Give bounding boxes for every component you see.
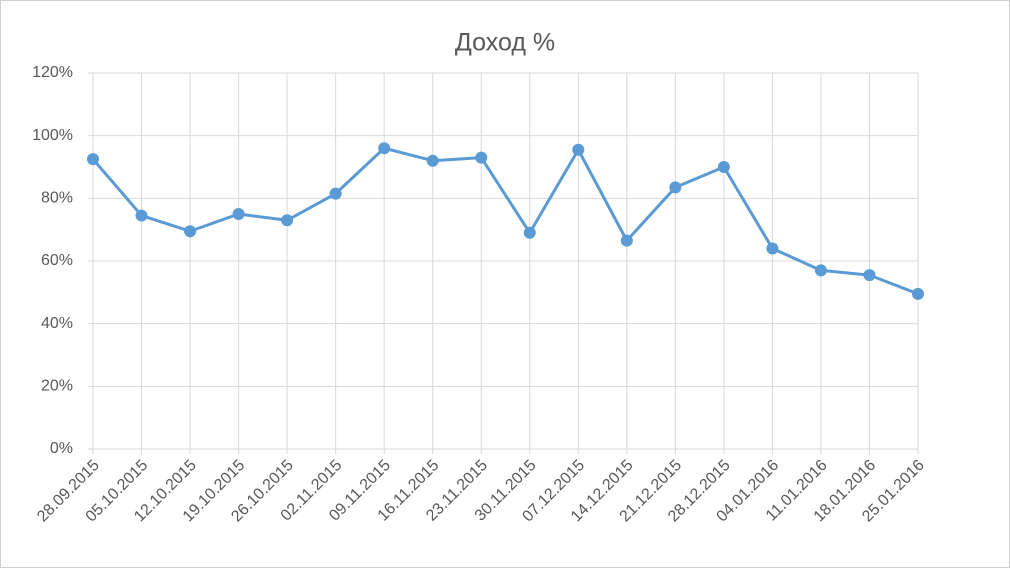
point bbox=[475, 151, 488, 164]
point bbox=[135, 209, 148, 222]
y-tick-label: 80% bbox=[41, 190, 73, 207]
point bbox=[912, 287, 924, 300]
point bbox=[232, 208, 245, 220]
point bbox=[378, 142, 391, 155]
line bbox=[91, 146, 919, 296]
point bbox=[766, 242, 779, 255]
point bbox=[620, 234, 633, 247]
point bbox=[184, 225, 197, 238]
y-tick-label: 20% bbox=[41, 378, 73, 395]
y-tick-label: 60% bbox=[41, 252, 73, 269]
point bbox=[572, 143, 585, 156]
point bbox=[523, 226, 536, 239]
point bbox=[426, 154, 439, 167]
y-tick-label: 100% bbox=[32, 127, 73, 144]
point bbox=[814, 264, 827, 277]
point bbox=[281, 214, 294, 227]
point bbox=[717, 161, 730, 173]
point bbox=[669, 181, 682, 194]
point bbox=[329, 187, 342, 200]
point bbox=[87, 153, 99, 166]
y-tick-label: 120% bbox=[32, 64, 73, 81]
y-tick-label: 0% bbox=[50, 440, 73, 457]
y-tick-label: 40% bbox=[41, 315, 73, 332]
point bbox=[863, 269, 876, 282]
chart-title: Доход % bbox=[455, 29, 555, 57]
